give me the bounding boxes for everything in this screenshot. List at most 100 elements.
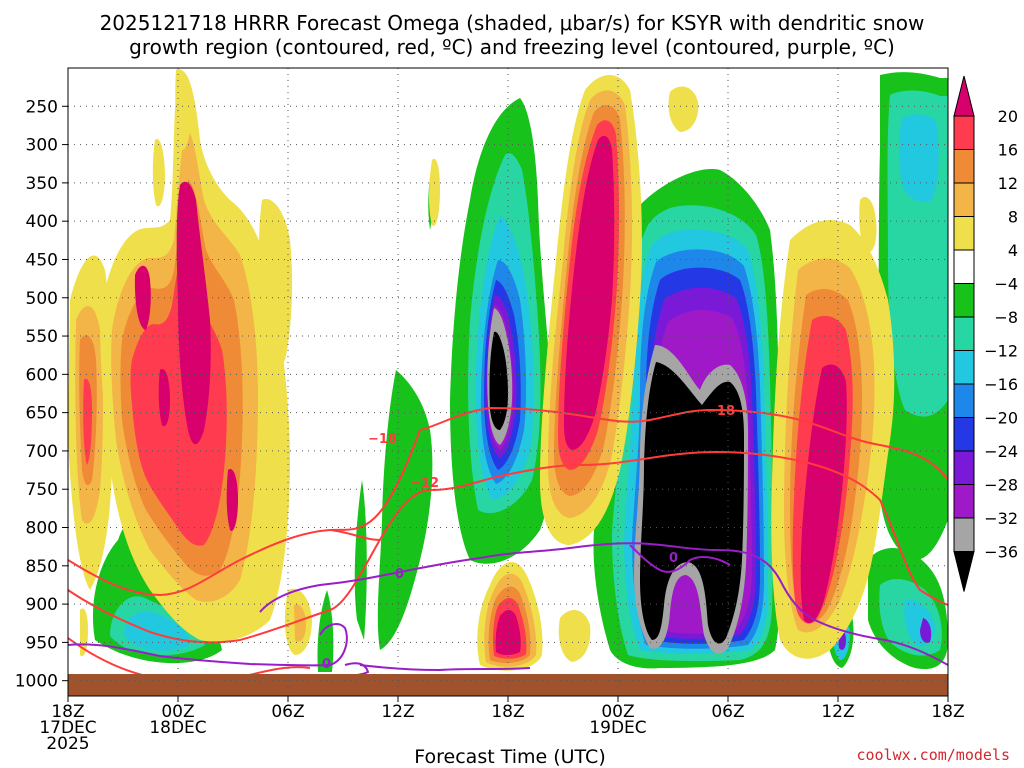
y-tick-label: 300 [26,136,58,156]
colorbar-swatch [953,149,975,184]
dgz-contour-minus12 [68,450,948,644]
freezing-level-contour-loop [629,544,731,573]
plot-area: −18 −18 −12 0 0 0 [67,67,949,697]
omega-plume-21z-18dec [540,75,642,545]
dgz-contour-minus18-seg [329,529,381,541]
colorbar: 20 16 12 8 4 −4 −8 −12 −16 −20 −24 −28 −32 −36 [953,75,1018,592]
y-tick-label: 800 [26,519,58,539]
x-tick-label: 2025 [46,734,89,754]
omega-shade-black [489,331,508,430]
freezing-label-left: 0 [322,657,331,672]
colorbar-swatch [953,383,975,418]
omega-shade-black [640,362,744,644]
colorbar-swatch [953,450,975,485]
colorbar-label: −36 [984,543,1018,562]
y-tick-label: 700 [26,442,58,462]
colorbar-swatch [953,484,975,519]
x-tick-label: 06Z [271,702,304,722]
y-tick-label: 350 [26,174,58,194]
colorbar-label: 16 [998,141,1018,160]
x-tick-label: 19DEC [589,718,646,738]
omega-shade-magenta [800,364,847,624]
y-tick-label: 750 [26,480,58,500]
y-tick-label: 500 [26,289,58,309]
y-tick-label: 850 [26,557,58,577]
colorbar-swatch [953,350,975,385]
y-tick-label: 250 [26,97,58,117]
y-tick-label: 600 [26,365,58,385]
colorbar-label: 4 [1008,241,1018,260]
x-tick-label: 18Z [51,702,84,722]
omega-shade-yellow [175,69,191,150]
omega-plume-18z-18dec [428,98,554,564]
omega-shade-magenta [564,135,615,450]
omega-plume-12z-19dec [771,196,895,659]
omega-plume-18dec-night [100,70,290,642]
colorbar-swatch [953,182,975,217]
omega-shade-green [354,480,367,640]
colorbar-bottom-arrow [953,551,975,592]
x-tick-label: 17DEC [39,718,96,738]
freezing-label-right: 0 [669,551,678,566]
x-tick-label: 18Z [491,702,524,722]
colorbar-label: −20 [984,409,1018,428]
colorbar-swatch [953,417,975,452]
colorbar-label: −32 [984,509,1018,528]
omega-shade-yellow [668,86,699,132]
omega-shade-purple [920,618,932,643]
y-axis: 250 300 350 400 450 500 550 600 650 700 750 800 850 9… [15,97,68,692]
colorbar-label: −12 [984,342,1018,361]
colorbar-swatch [953,517,975,552]
x-tick-label: 12Z [821,702,854,722]
y-tick-label: 550 [26,327,58,347]
dgz-contour-minus18 [68,406,948,597]
omega-shade-yellow [152,139,165,207]
colorbar-swatch [953,316,975,351]
omega-shade-gold [294,604,306,642]
omega-shade-magenta [134,265,151,330]
colorbar-label: 8 [1008,208,1018,227]
colorbar-label: −24 [984,442,1018,461]
x-tick-label: 18Z [931,702,964,722]
chart-title-line-2: growth region (contoured, red, ºC) and f… [129,35,895,59]
x-tick-label: 06Z [711,702,744,722]
x-axis-title: Forecast Time (UTC) [414,746,605,768]
colorbar-label: −4 [994,275,1018,294]
colorbar-label: −8 [994,308,1018,327]
colorbar-label: −28 [984,476,1018,495]
y-tick-label: 450 [26,250,58,270]
x-tick-label: 18DEC [149,718,206,738]
colorbar-swatch [953,249,975,284]
x-tick-label: 00Z [161,702,194,722]
freezing-level-contour [68,542,948,672]
omega-plume-mid-small [152,69,440,655]
colorbar-swatch [953,115,975,150]
y-tick-label: 900 [26,595,58,615]
y-tick-label: 650 [26,404,58,424]
y-tick-label: 400 [26,212,58,232]
omega-shade-yellow [558,609,591,662]
colorbar-label: −16 [984,375,1018,394]
omega-shade-cyan [124,611,190,651]
chart-title-line-1: 2025121718 HRRR Forecast Omega (shaded, … [100,11,925,35]
colorbar-swatch [953,283,975,318]
colorbar-swatch [953,216,975,251]
y-tick-label: 1000 [15,672,58,692]
colorbar-top-arrow [953,75,975,117]
omega-shade-yellow [859,196,877,253]
colorbar-label: 12 [998,174,1018,193]
colorbar-label: 20 [998,107,1018,126]
credit-label: coolwx.com/models [856,746,1010,764]
omega-shade-yellow [259,199,293,364]
omega-blob-18z-lowlevel [477,562,543,671]
omega-shade-magenta [158,369,170,427]
dgz-label-minus12: −12 [410,476,439,491]
freezing-label-mid: 0 [395,567,404,582]
dgz-label-minus18-left: −18 [368,432,397,447]
x-tick-label: 00Z [601,702,634,722]
x-tick-label: 12Z [381,702,414,722]
omega-shade-green [377,370,433,650]
y-tick-label: 950 [26,633,58,653]
